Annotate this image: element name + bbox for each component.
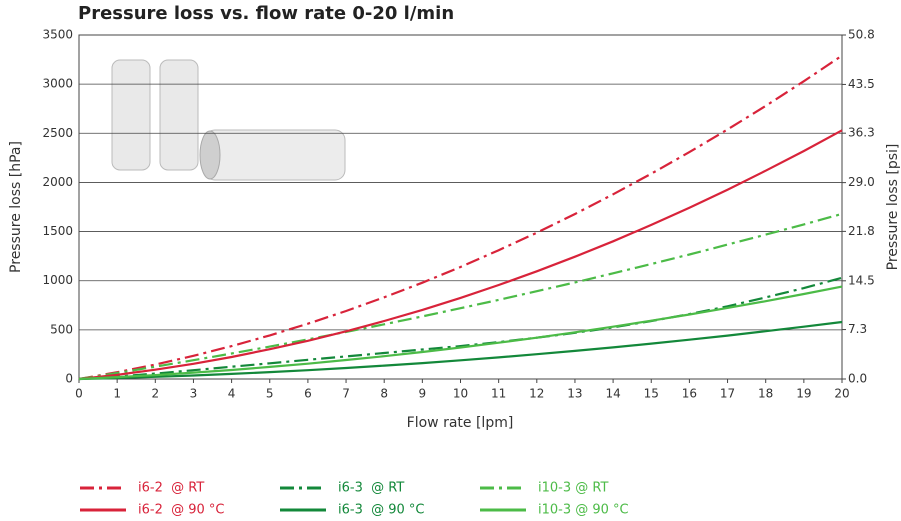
- y2-tick-label: 50.8: [848, 28, 875, 42]
- y-tick-label: 1500: [42, 224, 73, 238]
- x-tick-label: 9: [419, 387, 427, 401]
- legend-label: i6-3 @ RT: [338, 481, 404, 496]
- series-line: [78, 285, 843, 381]
- series-line: [78, 54, 843, 381]
- x-tick-label: 3: [190, 387, 198, 401]
- x-tick-label: 2: [151, 387, 159, 401]
- legend-label: i6-2 @ RT: [138, 481, 204, 496]
- x-tick-label: 1: [113, 387, 121, 401]
- series-line: [78, 212, 843, 381]
- plot-frame: [78, 34, 843, 380]
- chart-title: Pressure loss vs. flow rate 0-20 l/min: [78, 3, 454, 24]
- y-tick-label: 0: [65, 372, 73, 386]
- x-tick-label: 8: [380, 387, 388, 401]
- y2-axis-label: Pressure loss [psi]: [885, 144, 901, 271]
- x-tick-label: 16: [682, 387, 697, 401]
- x-tick-label: 12: [529, 387, 544, 401]
- y-tick-label: 2000: [42, 175, 73, 189]
- x-tick-label: 6: [304, 387, 312, 401]
- x-tick-label: 17: [720, 387, 735, 401]
- series-line: [78, 276, 843, 381]
- legend-label: i10-3 @ 90 °C: [538, 503, 629, 518]
- y-axis-label: Pressure loss [hPa]: [8, 141, 24, 273]
- x-tick-label: 20: [834, 387, 849, 401]
- x-tick-label: 11: [491, 387, 506, 401]
- y2-tick-label: 14.5: [848, 273, 875, 287]
- x-tick-label: 5: [266, 387, 274, 401]
- y-tick-label: 2500: [42, 126, 73, 140]
- y2-tick-label: 21.8: [848, 224, 875, 238]
- x-tick-label: 15: [644, 387, 659, 401]
- x-tick-label: 4: [228, 387, 236, 401]
- y2-tick-label: 0.0: [848, 372, 867, 386]
- y2-tick-label: 43.5: [848, 77, 875, 91]
- y-tick-label: 3000: [42, 77, 73, 91]
- legend-label: i6-2 @ 90 °C: [138, 503, 225, 518]
- y2-tick-label: 7.3: [848, 322, 867, 336]
- x-axis-label: Flow rate [lpm]: [407, 415, 514, 431]
- x-tick-label: 14: [605, 387, 620, 401]
- y-tick-label: 1000: [42, 273, 73, 287]
- y2-tick-label: 36.3: [848, 126, 875, 140]
- x-tick-label: 10: [453, 387, 468, 401]
- x-tick-label: 19: [796, 387, 811, 401]
- x-tick-label: 7: [342, 387, 350, 401]
- legend-label: i6-3 @ 90 °C: [338, 503, 425, 518]
- series-line: [78, 320, 843, 381]
- x-tick-label: 13: [567, 387, 582, 401]
- y-tick-label: 500: [50, 322, 73, 336]
- product-image: [111, 59, 346, 181]
- x-tick-label: 0: [75, 387, 83, 401]
- series-line: [78, 129, 843, 381]
- y2-tick-label: 29.0: [848, 175, 875, 189]
- y-tick-label: 3500: [42, 28, 73, 42]
- legend-label: i10-3 @ RT: [538, 481, 608, 496]
- x-tick-label: 18: [758, 387, 773, 401]
